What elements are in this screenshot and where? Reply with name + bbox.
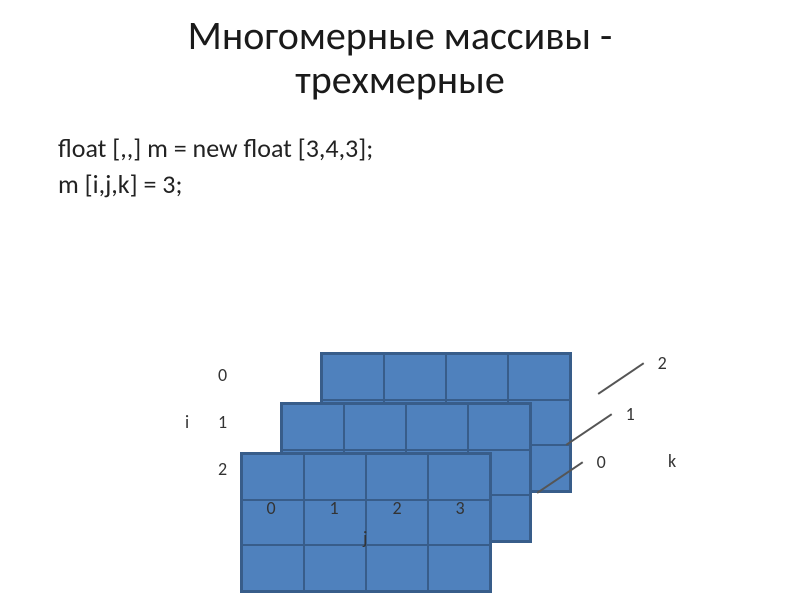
code-line-1: float [,,] m = new float [3,4,3];	[58, 132, 373, 164]
slide-title: Многомерные массивы - трехмерные	[0, 0, 800, 102]
k-axis-label: k	[668, 450, 676, 472]
k-leader-line	[566, 413, 612, 445]
array-cell	[446, 354, 508, 400]
array-cell	[322, 354, 384, 400]
j-axis-label: j	[363, 527, 367, 549]
j-tick: 0	[267, 497, 276, 519]
array-cell	[242, 454, 304, 500]
array-cell	[282, 404, 344, 450]
k-leader-line	[598, 362, 644, 394]
j-tick: 3	[456, 497, 465, 519]
array-cell	[304, 454, 366, 500]
i-tick: 0	[218, 364, 227, 386]
i-tick: 2	[218, 458, 227, 480]
array-cell	[428, 545, 490, 591]
i-tick: 1	[218, 411, 227, 433]
array-cell	[468, 404, 530, 450]
j-tick: 2	[393, 497, 402, 519]
j-tick: 1	[330, 497, 339, 519]
array-cell	[242, 545, 304, 591]
title-line-2: трехмерные	[295, 55, 504, 104]
k-tick: 2	[658, 352, 667, 374]
array-cell	[304, 545, 366, 591]
array-cell	[344, 404, 406, 450]
code-line-2: m [i,j,k] = 3;	[58, 168, 182, 200]
array-cell	[384, 354, 446, 400]
array-layer-0	[240, 452, 492, 593]
i-axis-label: i	[185, 411, 189, 433]
array-cell	[406, 404, 468, 450]
title-line-1: Многомерные массивы -	[188, 11, 613, 60]
k-tick: 1	[626, 403, 635, 425]
array-cell	[366, 454, 428, 500]
array-cell	[428, 454, 490, 500]
array-cell	[508, 354, 570, 400]
array-cell	[366, 545, 428, 591]
k-tick: 0	[597, 451, 606, 473]
slide: Многомерные массивы - трехмерные float […	[0, 0, 800, 600]
